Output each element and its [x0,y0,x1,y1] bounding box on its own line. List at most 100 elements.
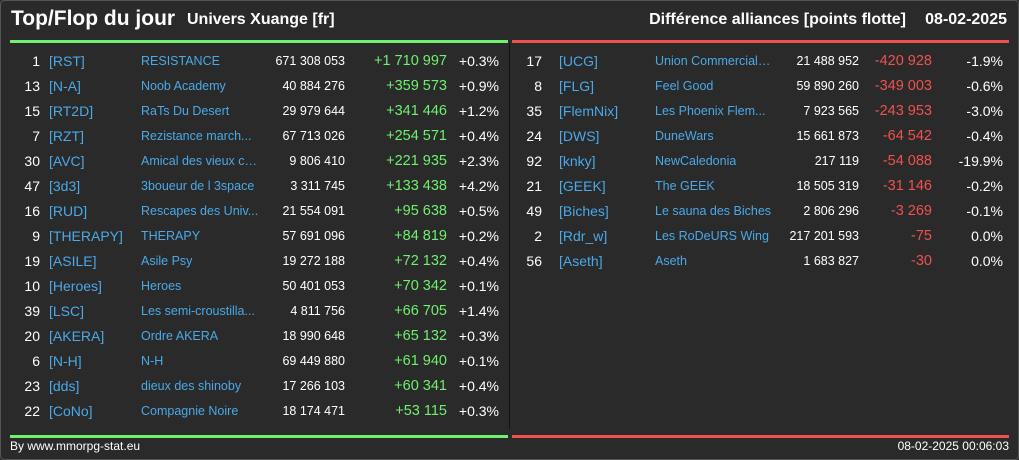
alliance-tag-link[interactable]: [RUD] [49,202,88,219]
rank-cell: 2 [534,227,542,244]
table-row: 56 [Aseth] Aseth 1 683 827 -30 0.0% [512,248,1009,273]
diff-cell: +221 935 [386,152,447,169]
alliance-tag-link[interactable]: [RST] [49,52,85,69]
alliance-tag-link[interactable]: [knky] [559,152,596,169]
table-row: 17 [UCG] Union Commerciale... 21 488 952 -42… [512,48,1009,73]
panel-divider [509,43,510,429]
alliance-name-link[interactable]: 3boueur de l 3space [141,178,255,193]
table-row: 19 [ASILE] Asile Psy 19 272 188 +72 132 +0.4% [10,248,508,273]
alliance-tag-link[interactable]: [CoNo] [49,402,93,419]
alliance-name-link[interactable]: DuneWars [655,128,714,143]
table-row: 13 [N-A] Noob Academy 40 884 276 +359 573 +0.… [10,73,508,98]
rank-cell: 20 [24,327,40,344]
table-row: 8 [FLG] Feel Good 59 890 260 -349 003 -0.6% [512,73,1009,98]
table-row: 15 [RT2D] RaTs Du Desert 29 979 644 +341 446… [10,98,508,123]
rank-cell: 19 [24,252,40,269]
alliance-tag-link[interactable]: [RT2D] [49,102,94,119]
alliance-name-link[interactable]: THERAPY [141,228,201,243]
diff-cell: -31 146 [882,177,932,194]
points-cell: 18 174 471 [282,403,345,418]
table-row: 1 [RST] RESISTANCE 671 308 053 +1 710 997 +0.… [10,48,508,73]
alliance-tag-link[interactable]: [FlemNix] [559,102,619,119]
alliance-name-link[interactable]: N-H [141,353,164,368]
points-cell: 2 806 296 [803,203,859,218]
percent-cell: 0.0% [971,252,1003,269]
alliance-tag-link[interactable]: [AKERA] [49,327,105,344]
alliance-tag-link[interactable]: [LSC] [49,302,85,319]
alliance-name-link[interactable]: Feel Good [655,78,714,93]
diff-cell: -3 269 [890,202,932,219]
points-cell: 217 119 [814,153,859,168]
alliance-name-link[interactable]: Rescapes des Univ... [141,203,259,218]
alliance-name-link[interactable]: Asile Psy [141,253,193,268]
rank-cell: 10 [24,277,40,294]
rank-cell: 49 [526,202,542,219]
top-list: 1 [RST] RESISTANCE 671 308 053 +1 710 997 +0.… [10,40,508,438]
alliance-name-link[interactable]: RESISTANCE [141,53,220,68]
diff-cell: -75 [911,227,932,244]
alliance-tag-link[interactable]: [N-H] [49,352,82,369]
points-cell: 29 979 644 [282,103,345,118]
table-row: 47 [3d3] 3boueur de l 3space 3 311 745 +133 … [10,173,508,198]
alliance-name-link[interactable]: dieux des shinoby [141,378,242,393]
points-cell: 21 554 091 [282,203,345,218]
percent-cell: -3.0% [966,102,1003,119]
alliance-name-link[interactable]: Les Phoenix Flem... [655,103,766,118]
table-row: 30 [AVC] Amical des vieux co... 9 806 410 +2… [10,148,508,173]
table-row: 10 [Heroes] Heroes 50 401 053 +70 342 +0.1% [10,273,508,298]
alliance-tag-link[interactable]: [3d3] [49,177,81,194]
points-cell: 671 308 053 [275,53,345,68]
alliance-tag-link[interactable]: [Heroes] [49,277,102,294]
points-cell: 7 923 565 [803,103,859,118]
diff-cell: -420 928 [874,52,932,69]
alliance-name-link[interactable]: The GEEK [655,178,715,193]
alliance-tag-link[interactable]: [Rdr_w] [559,227,608,244]
alliance-tag-link[interactable]: [Biches] [559,202,609,219]
diff-cell: +72 132 [394,252,447,269]
percent-cell: +0.5% [458,202,499,219]
diff-cell: +60 341 [394,377,447,394]
alliance-tag-link[interactable]: [GEEK] [559,177,606,194]
alliance-tag-link[interactable]: [RZT] [49,127,84,144]
alliance-tag-link[interactable]: [UCG] [559,52,598,69]
alliance-name-link[interactable]: Le sauna des Biches [655,203,772,218]
points-cell: 3 311 745 [290,178,345,193]
alliance-tag-link[interactable]: [ASILE] [49,252,97,269]
alliance-name-link[interactable]: Heroes [141,278,182,293]
alliance-name-link[interactable]: Compagnie Noire [141,403,239,418]
rank-cell: 16 [24,202,40,219]
diff-cell: +95 638 [394,202,447,219]
diff-cell: +133 438 [386,177,447,194]
rank-cell: 1 [32,52,40,69]
alliance-name-link[interactable]: Ordre AKERA [141,328,219,343]
table-row: 9 [THERAPY] THERAPY 57 691 096 +84 819 +0.2% [10,223,508,248]
alliance-tag-link[interactable]: [dds] [49,377,80,394]
alliance-name-link[interactable]: Les RoDeURS Wing [655,228,769,243]
alliance-name-link[interactable]: Union Commerciale... [655,53,775,68]
alliance-tag-link[interactable]: [DWS] [559,127,600,144]
alliance-name-link[interactable]: RaTs Du Desert [141,103,230,118]
points-cell: 50 401 053 [282,278,345,293]
diff-cell: -30 [911,252,932,269]
alliance-tag-link[interactable]: [AVC] [49,152,85,169]
header: Top/Flop du jour Univers Xuange [fr] Dif… [0,0,1019,40]
points-cell: 1 683 827 [803,253,859,268]
alliance-tag-link[interactable]: [FLG] [559,77,595,94]
points-cell: 69 449 880 [282,353,345,368]
alliance-name-link[interactable]: Amical des vieux co... [141,153,261,168]
header-date: 08-02-2025 [925,11,1007,28]
footer-source: By www.mmorpg-stat.eu [10,439,141,453]
alliance-name-link[interactable]: Rezistance march... [141,128,252,143]
rank-cell: 13 [24,77,40,94]
alliance-name-link[interactable]: Noob Academy [141,78,226,93]
alliance-name-link[interactable]: Aseth [655,253,687,268]
percent-cell: -0.1% [966,202,1003,219]
table-row: 21 [GEEK] The GEEK 18 505 319 -31 146 -0.2% [512,173,1009,198]
alliance-tag-link[interactable]: [N-A] [49,77,81,94]
alliance-name-link[interactable]: Les semi-croustilla... [141,303,255,318]
points-cell: 67 713 026 [282,128,345,143]
alliance-name-link[interactable]: NewCaledonia [655,153,737,168]
alliance-tag-link[interactable]: [Aseth] [559,252,603,269]
alliance-tag-link[interactable]: [THERAPY] [49,227,123,244]
percent-cell: +0.3% [458,402,499,419]
